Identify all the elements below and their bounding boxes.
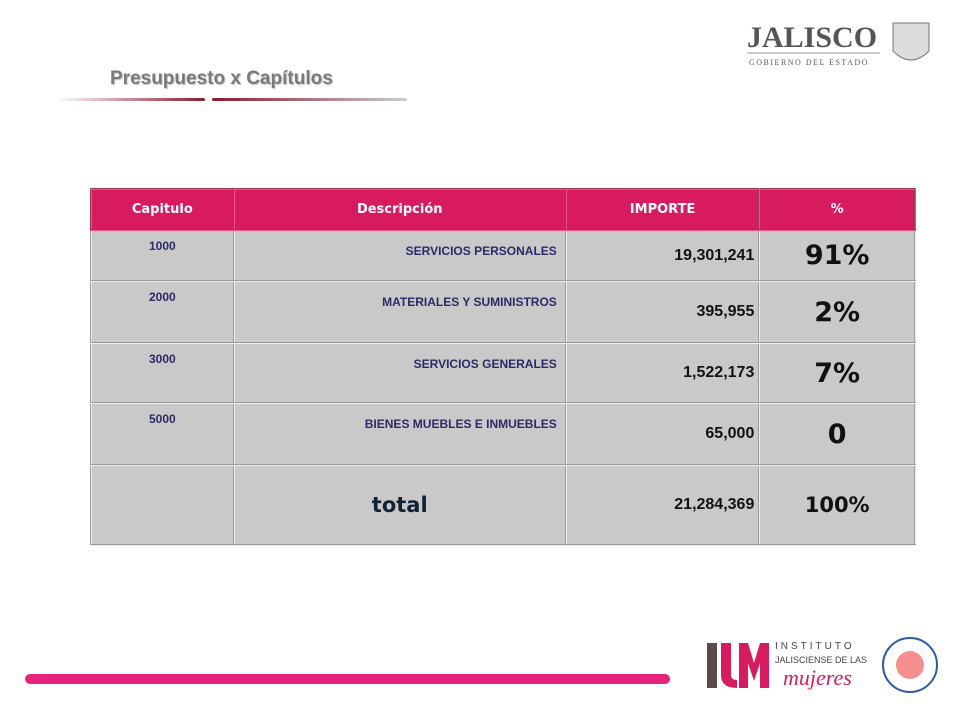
table-row: 2000 MATERIALES Y SUMINISTROS 395,955 2% (90, 280, 916, 344)
institute-logo: INSTITUTO JALISCIENSE DE LAS mujeres (707, 637, 938, 693)
page-title: Presupuesto x Capítulos (110, 68, 333, 89)
percent-cell: 2% (758, 280, 916, 344)
chapter-cell: 2000 (90, 280, 235, 344)
institute-line: JALISCIENSE DE LAS (775, 655, 867, 665)
logo-shape (739, 643, 769, 688)
chapter-cell: 3000 (90, 342, 235, 404)
description-cell: MATERIALES Y SUMINISTROS (232, 280, 567, 344)
column-header: % (758, 188, 916, 231)
chapter-cell: 1000 (90, 229, 235, 282)
institute-line: mujeres (783, 665, 852, 690)
logo-subtitle: GOBIERNO DEL ESTADO (749, 58, 869, 67)
budget-table: Capitulo Descripción IMPORTE% 1000 SERVICIO… (90, 188, 916, 546)
title-rule (55, 98, 205, 101)
amount-cell: 19,301,241 (564, 229, 761, 282)
logo-shape (721, 643, 737, 688)
table-row: 3000 SERVICIOS GENERALES 1,522,173 7% (90, 342, 916, 404)
column-header: Descripción (232, 188, 567, 231)
footer-bar (25, 674, 670, 684)
institute-line: INSTITUTO (775, 641, 855, 652)
logo-shape (707, 643, 717, 688)
jalisco-logo: JALISCO GOBIERNO DEL ESTADO (747, 21, 930, 67)
description-cell: SERVICIOS GENERALES (232, 342, 567, 404)
amount-cell: 65,000 (564, 402, 761, 466)
seal (896, 651, 924, 679)
percent-cell: 91% (758, 229, 916, 282)
empty-cell (90, 464, 235, 546)
total-row: total 21,284,369 100% (90, 464, 916, 546)
percent-cell: 100% (758, 464, 916, 546)
percent-cell: 7% (758, 342, 916, 404)
amount-cell: 395,955 (564, 280, 761, 344)
description-cell: BIENES MUEBLES E INMUEBLES (232, 402, 567, 466)
amount-cell: 1,522,173 (564, 342, 761, 404)
amount-cell: 21,284,369 (564, 464, 761, 546)
column-header: IMPORTE (564, 188, 761, 231)
chapter-cell: 5000 (90, 402, 235, 466)
description-cell: SERVICIOS PERSONALES (232, 229, 567, 282)
coat-of-arms (892, 22, 930, 61)
table-row: 5000 BIENES MUEBLES E INMUEBLES 65,000 0 (90, 402, 916, 466)
total-label: total (232, 464, 567, 546)
table-row: 1000 SERVICIOS PERSONALES 19,301,241 91% (90, 229, 916, 282)
column-header: Capitulo (90, 188, 235, 231)
logo-title: JALISCO (747, 21, 877, 54)
title-rule (212, 98, 407, 101)
percent-cell: 0 (758, 402, 916, 466)
